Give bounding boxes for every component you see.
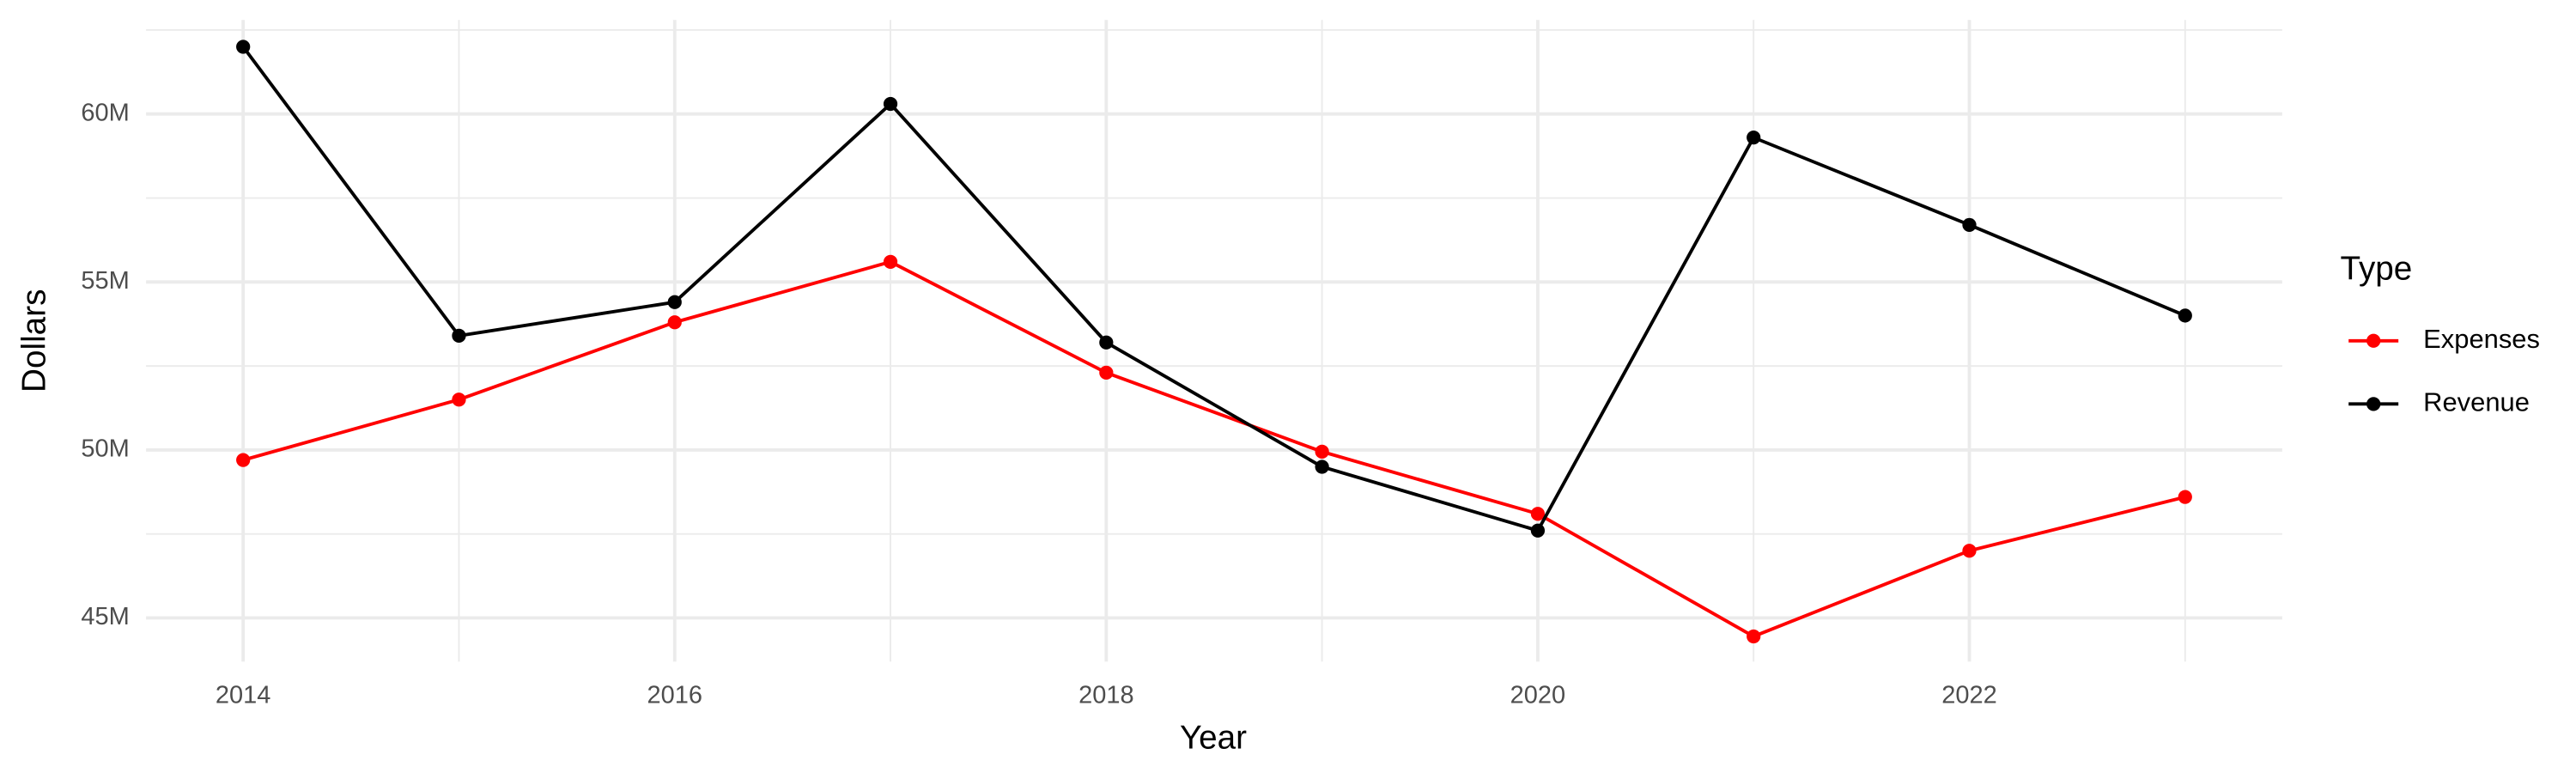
data-point [1747, 130, 1761, 145]
x-tick-label: 2020 [1510, 682, 1565, 709]
data-point [2178, 490, 2192, 504]
legend-marker [2366, 397, 2381, 411]
data-point [1099, 365, 1114, 380]
data-point [1747, 629, 1761, 644]
x-tick-label: 2016 [647, 682, 702, 709]
y-tick-label: 55M [81, 267, 129, 295]
series-line [241, 46, 2186, 533]
data-point [1530, 523, 1546, 538]
data-point [1530, 507, 1546, 521]
data-point [452, 393, 466, 407]
data-point [883, 254, 898, 269]
legend-label: Expenses [2423, 324, 2540, 354]
data-point [452, 328, 466, 344]
data-point [2178, 308, 2192, 323]
x-tick-label: 2022 [1941, 682, 1996, 709]
y-axis-title: Dollars [16, 289, 53, 393]
legend-marker [2366, 333, 2381, 348]
data-point [236, 40, 251, 54]
data-point [667, 295, 682, 309]
y-tick-label: 50M [81, 435, 129, 463]
x-axis-title: Year [1180, 719, 1247, 756]
legend-label: Revenue [2423, 386, 2530, 417]
data-point [1315, 460, 1329, 474]
series-line [242, 259, 2186, 639]
data-point [1099, 335, 1114, 350]
data-point [883, 96, 898, 112]
data-point [1962, 544, 1977, 558]
data-point [1315, 444, 1329, 459]
y-tick-label: 45M [81, 603, 129, 630]
x-tick-label: 2018 [1078, 682, 1133, 709]
data-point [1962, 217, 1977, 232]
legend-title: Type [2341, 251, 2413, 288]
x-tick-label: 2014 [216, 682, 270, 709]
data-point [236, 453, 251, 467]
y-tick-label: 60M [81, 99, 129, 126]
data-point [667, 315, 682, 330]
